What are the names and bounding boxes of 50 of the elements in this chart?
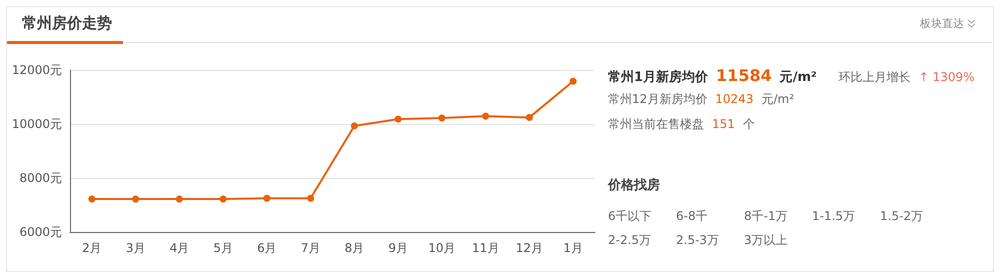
y-tick-label: 6000元 [19, 225, 62, 239]
point [482, 112, 490, 120]
y-tick-label: 12000元 [12, 63, 62, 77]
text: 3万以上 [744, 232, 789, 249]
text: 元/m² [761, 91, 794, 108]
text: 2-2.5万 [608, 232, 652, 249]
point [570, 78, 577, 85]
x-tick-label: 1月 [563, 241, 583, 255]
x-tick-label: 5月 [213, 241, 233, 255]
x-tick-label: 10月 [428, 241, 456, 255]
y-tick-label: 8000元 [19, 171, 62, 185]
x-tick-label: 4月 [170, 241, 190, 255]
x-tick-label: 8月 [344, 241, 364, 255]
x-tick-label: 9月 [388, 241, 408, 255]
text: 151 [712, 117, 735, 131]
point [132, 196, 140, 203]
text: 价格找房 [608, 176, 661, 194]
x-tick-label: 12月 [516, 241, 544, 255]
text: 板块直达 [920, 16, 964, 31]
text: 11584 [716, 66, 772, 85]
point [220, 196, 227, 203]
text: 元/m² [780, 69, 817, 86]
text: 1-1.5万 [812, 208, 856, 225]
point [394, 116, 402, 123]
text: 常州12月新房均价 [608, 91, 708, 108]
text: 常州1月新房均价 [608, 68, 708, 86]
text: 6-8千 [676, 208, 709, 225]
y-tick-label: 10000元 [12, 117, 62, 131]
x-tick-label: 6月 [257, 241, 277, 255]
text: 2.5-3万 [676, 232, 720, 249]
text: 8千-1万 [744, 208, 789, 225]
point [438, 114, 446, 122]
point [176, 196, 183, 203]
point [263, 194, 270, 202]
text: 常州当前在售楼盘 [608, 116, 704, 133]
text: 6千以下 [608, 208, 653, 225]
point [526, 114, 533, 121]
text: 1.5-2万 [880, 208, 924, 225]
x-tick-label: 11月 [472, 241, 500, 255]
x-tick-label: 3月 [126, 241, 146, 255]
x-tick-label: 2月 [82, 241, 102, 255]
text: ↑ 1309% [918, 70, 975, 84]
text: 个 [742, 116, 755, 133]
point [88, 196, 96, 203]
chart-title: 常州房价走势 [22, 14, 112, 33]
text: 环比上月增长 [838, 69, 911, 86]
x-tick-label: 7月 [300, 241, 320, 255]
text: 10243 [715, 92, 754, 106]
point [307, 194, 314, 202]
point [350, 122, 358, 130]
